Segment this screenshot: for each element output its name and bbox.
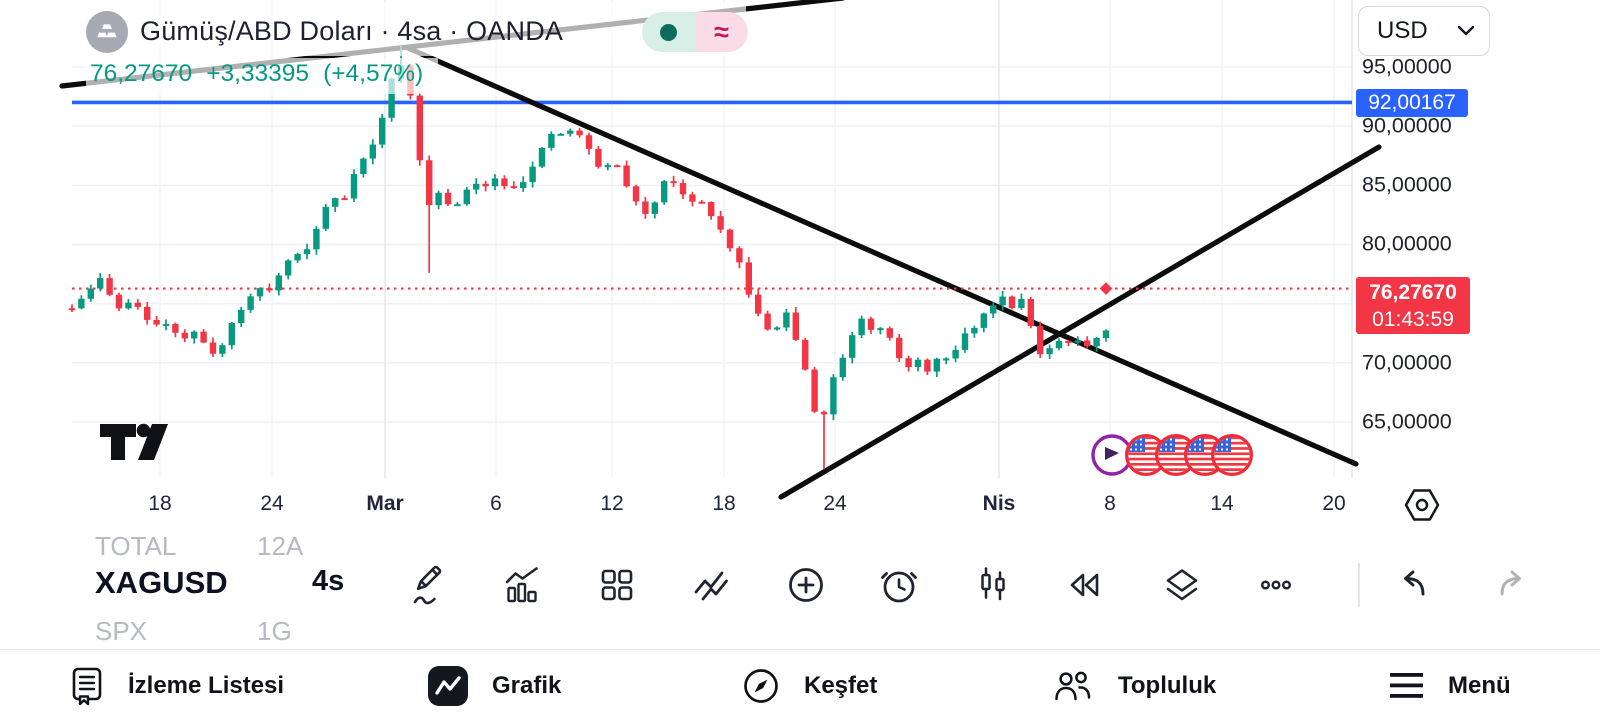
current-price-label[interactable]: 76,27670 01:43:59: [1356, 277, 1470, 334]
chevron-down-icon: [1457, 25, 1475, 36]
price-change: +3,33395: [206, 60, 310, 87]
add-circle-icon[interactable]: [782, 561, 830, 609]
legend-backdrop: [84, 2, 746, 56]
watchlist-icon: [70, 666, 104, 706]
current-price-value: 76,27670: [1369, 281, 1457, 304]
nav-item-grafik[interactable]: Grafik: [428, 650, 561, 721]
legend-backdrop2: [86, 58, 438, 94]
price-tick: 85,00000: [1362, 172, 1452, 197]
event-flag[interactable]: [1154, 434, 1197, 477]
object-layers-icon[interactable]: [1158, 561, 1206, 609]
tradingview-logo: [100, 423, 168, 460]
price-summary: 76,27670 +3,33395 (+4,57%): [90, 60, 437, 88]
picker-interval: 4s: [312, 565, 345, 597]
symbol-status-badges[interactable]: ≈: [642, 12, 748, 52]
price-tick: 90,00000: [1362, 113, 1452, 138]
picker-row-selected[interactable]: XAGUSD 4s: [95, 565, 344, 601]
time-tick: 20: [1322, 492, 1346, 515]
time-tick: 24: [260, 492, 284, 515]
nav-item-i-zleme-listesi[interactable]: İzleme Listesi: [70, 650, 284, 721]
nav-label: İzleme Listesi: [128, 671, 285, 699]
nav-item-ke-fet[interactable]: Keşfet: [742, 650, 877, 721]
resistance-price-label[interactable]: 92,00167: [1356, 89, 1468, 117]
nav-item-topluluk[interactable]: Topluluk: [1052, 650, 1216, 721]
more-ellipsis-icon[interactable]: [1252, 561, 1300, 609]
last-price: 76,27670: [90, 60, 193, 87]
picker-symbol: XAGUSD: [95, 565, 228, 600]
candles-chart-type-icon[interactable]: [969, 561, 1017, 609]
descending-trendline[interactable]: [405, 45, 1359, 467]
picker-fade: [237, 558, 309, 610]
bottom-navigation: İzleme Listesi Grafik Keşfet Topluluk Menü: [0, 649, 1600, 721]
time-tick: 18: [712, 492, 736, 515]
community-people-icon: [1052, 668, 1094, 704]
nav-item-men-[interactable]: Menü: [1390, 650, 1511, 721]
time-tick: 18: [148, 492, 172, 515]
picker-fade-top: [0, 528, 400, 538]
price-tick: 95,00000: [1362, 54, 1452, 79]
approximate-data-icon: ≈: [695, 12, 748, 52]
time-tick: 14: [1210, 492, 1234, 515]
silver-ingots-icon[interactable]: [86, 11, 128, 53]
layout-grid-icon[interactable]: [593, 561, 641, 609]
event-flag[interactable]: [1124, 434, 1167, 477]
time-tick: 12: [600, 492, 624, 515]
replay-rewind-icon[interactable]: [1064, 561, 1112, 609]
hamburger-menu-icon: [1390, 672, 1424, 699]
nav-label: Grafik: [492, 671, 562, 699]
chart-wave-icon: [428, 665, 468, 706]
draw-pencil-icon[interactable]: [403, 561, 451, 609]
currency-dropdown[interactable]: USD: [1358, 6, 1490, 56]
redo-icon: [1488, 561, 1536, 609]
nav-label: Topluluk: [1118, 671, 1217, 699]
price-change-pct: (+4,57%): [323, 60, 424, 87]
alarm-clock-icon[interactable]: [875, 561, 923, 609]
candlesticks[interactable]: [68, 44, 1110, 470]
symbol-interval-picker[interactable]: TOTAL 12A XAGUSD 4s SPX 1G: [0, 528, 400, 649]
nav-label: Menü: [1448, 671, 1511, 699]
time-tick: Nis: [982, 492, 1016, 515]
time-tick: 8: [1104, 492, 1116, 515]
picker-fade-bottom: [0, 639, 400, 649]
toolbar-divider: [1358, 563, 1360, 607]
time-tick: 6: [490, 492, 502, 515]
time-tick: Mar: [366, 492, 404, 515]
nav-label: Keşfet: [804, 671, 878, 699]
chart-title[interactable]: Gümüş/ABD Doları · 4sa · OANDA: [140, 16, 564, 46]
ascending-trendline[interactable]: [778, 144, 1382, 500]
currency-value: USD: [1377, 17, 1428, 44]
undo-icon[interactable]: [1389, 561, 1437, 609]
chart-properties-hexagon-icon[interactable]: [1402, 487, 1442, 523]
bar-countdown: 01:43:59: [1372, 308, 1454, 331]
market-open-dot-icon: [642, 12, 695, 52]
event-flag[interactable]: [1210, 434, 1253, 477]
silver-ingots-glyph: [97, 24, 117, 38]
time-tick: 24: [823, 492, 847, 515]
price-tick: 70,00000: [1362, 350, 1452, 375]
explore-compass-icon: [742, 667, 780, 705]
price-tick: 80,00000: [1362, 231, 1452, 256]
price-chart[interactable]: [0, 0, 1600, 530]
trend-patterns-icon[interactable]: [688, 561, 736, 609]
indicators-icon[interactable]: [498, 561, 546, 609]
price-tick: 65,00000: [1362, 409, 1452, 434]
